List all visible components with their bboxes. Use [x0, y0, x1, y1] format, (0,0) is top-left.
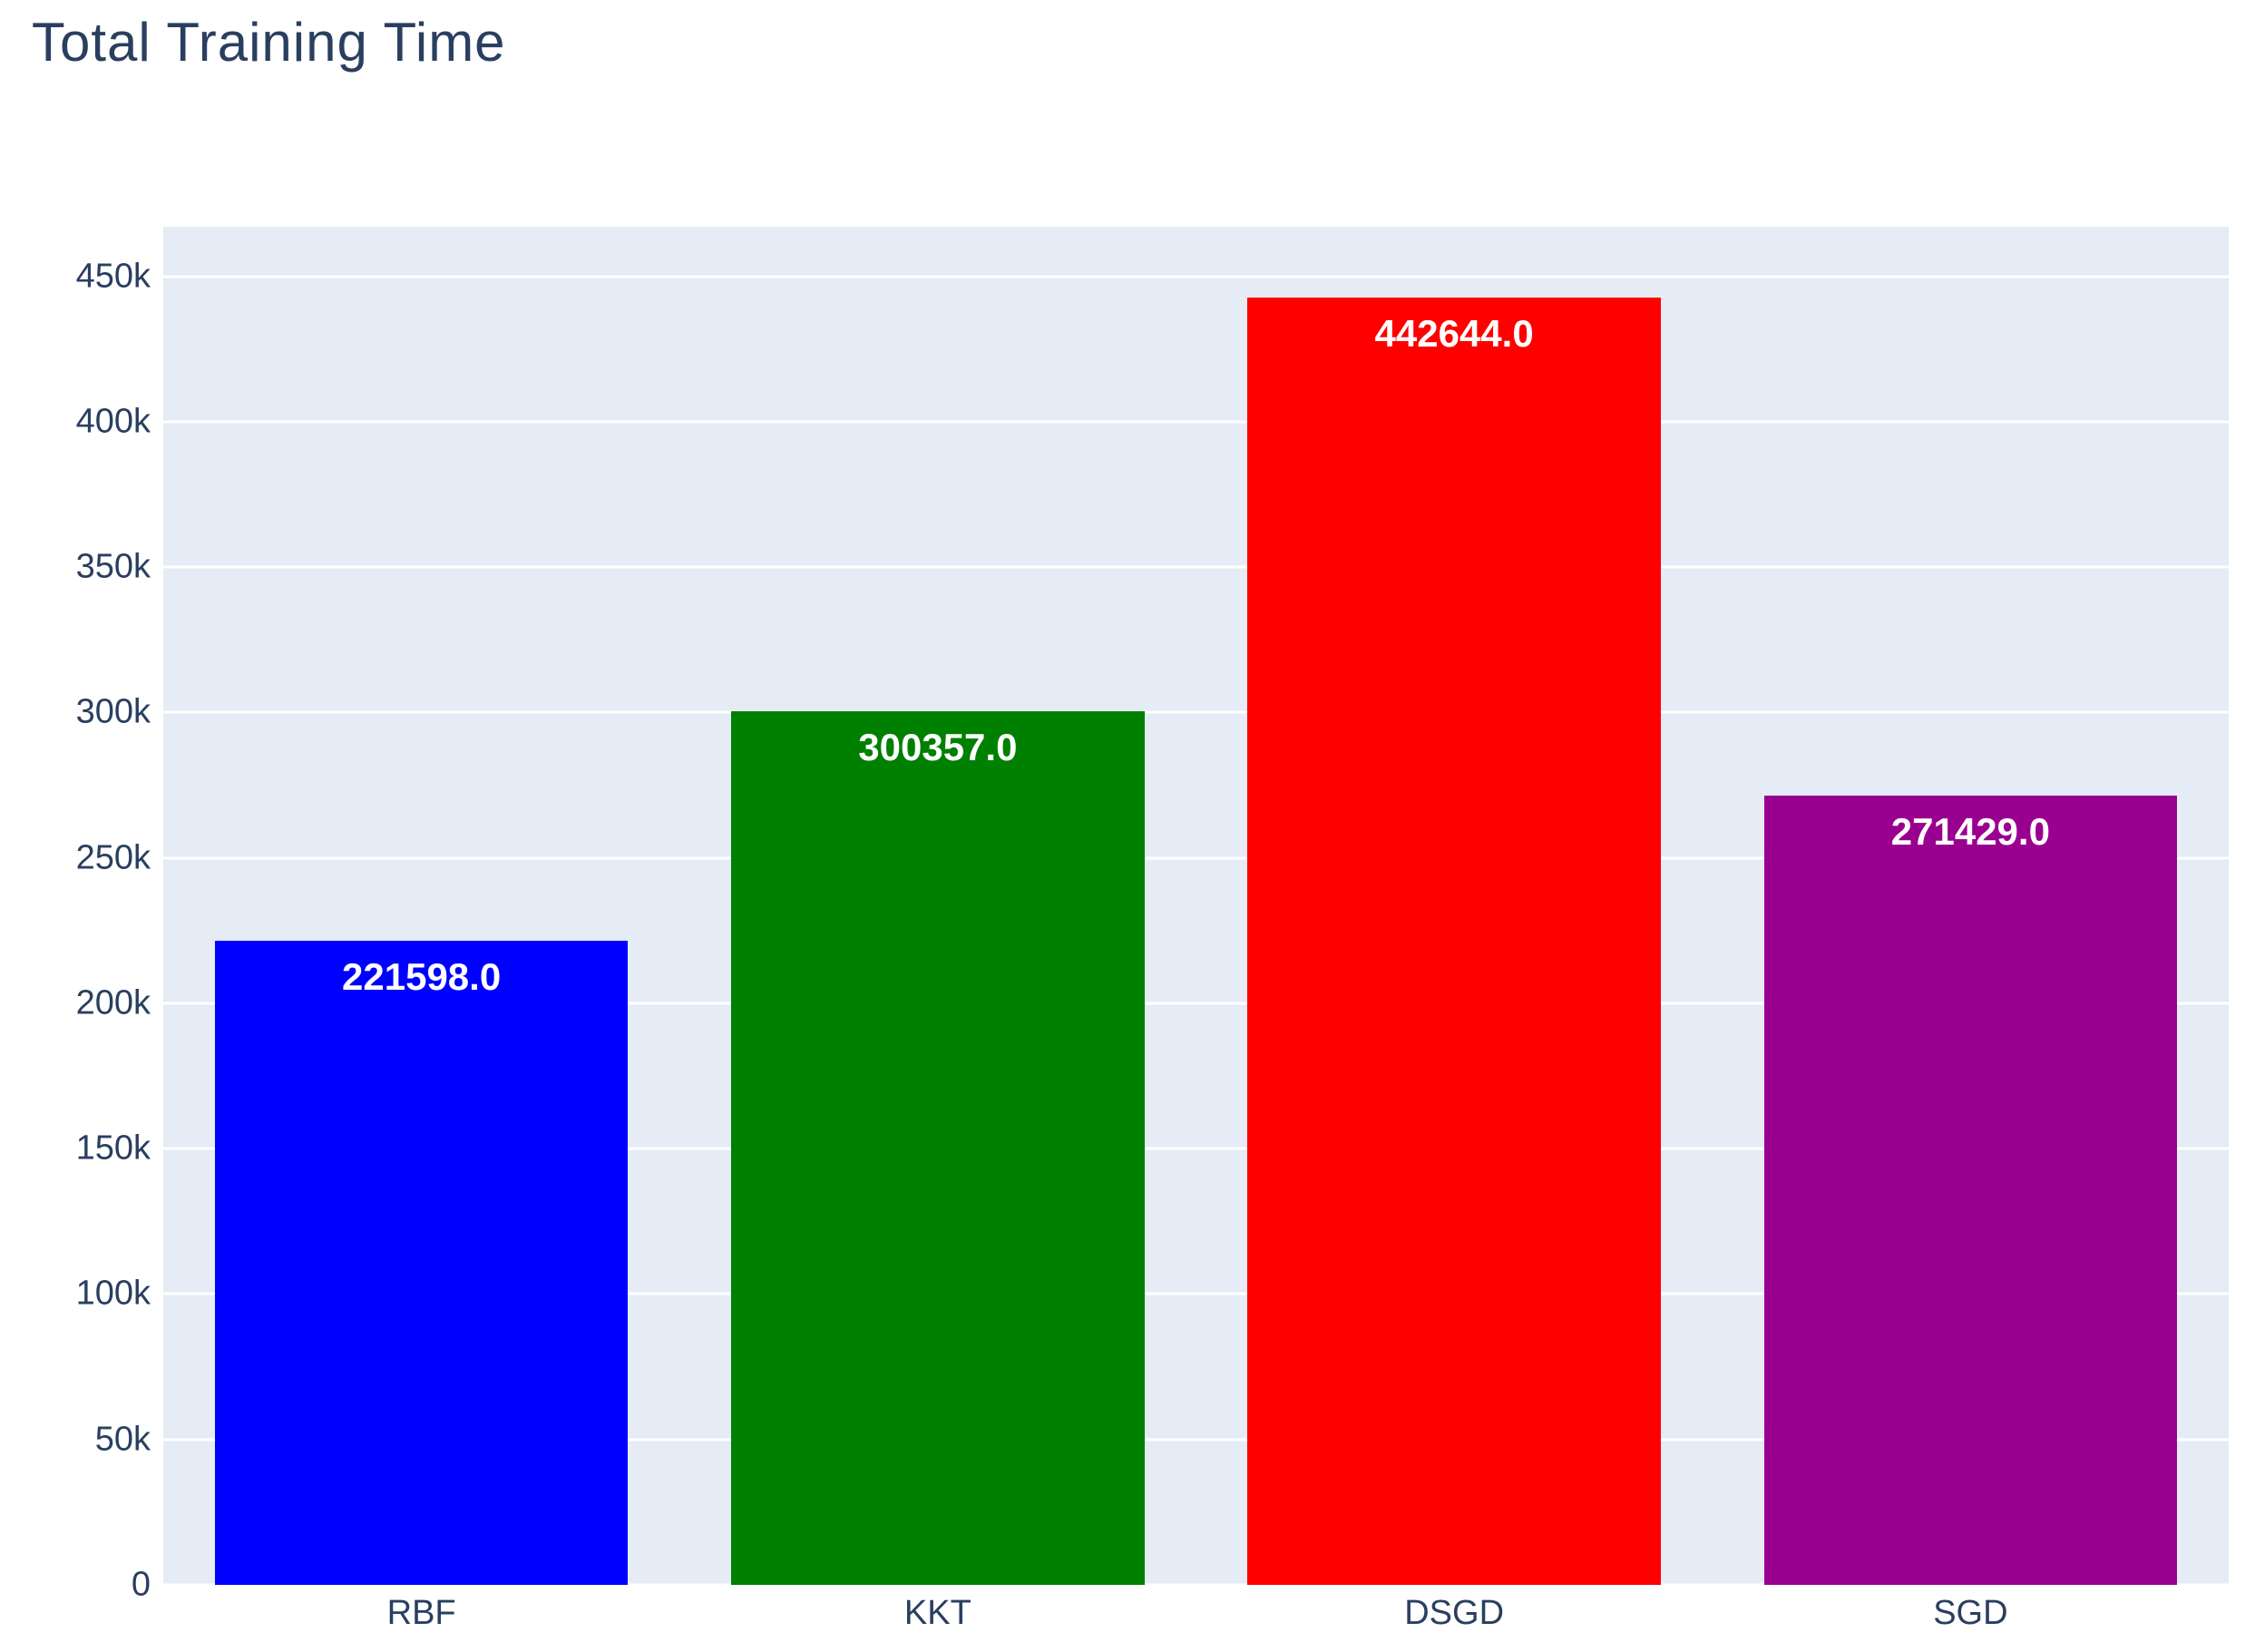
gridline: [163, 1583, 2229, 1587]
x-tick-label-kkt: KKT: [903, 1594, 971, 1632]
chart-title: Total Training Time: [32, 12, 506, 73]
y-tick-label: 0: [131, 1565, 151, 1604]
y-axis: 0 50k 100k 150k 200k 250k 300k 350k 400k 450k: [0, 227, 151, 1604]
gridline: [163, 1147, 2229, 1150]
x-axis: RBF KKT DSGD SGD: [163, 1594, 2229, 1633]
bar-value-label: 442644.0: [1374, 312, 1534, 356]
bar-kkt[interactable]: 300357.0: [731, 711, 1145, 1585]
bar-rbf[interactable]: 221598.0: [214, 940, 629, 1585]
gridline: [163, 420, 2229, 424]
gridline: [163, 1292, 2229, 1295]
gridline: [163, 710, 2229, 714]
x-tick-label-sgd: SGD: [1933, 1594, 2008, 1632]
bar-slot: 221598.0: [163, 227, 679, 1585]
bar-slot: 442644.0: [1196, 227, 1713, 1585]
bar-sgd[interactable]: 271429.0: [1763, 795, 2178, 1585]
y-tick-label: 150k: [75, 1129, 151, 1168]
gridline: [163, 275, 2229, 278]
plot-area: 221598.0 300357.0 442644.0 271429.0: [163, 227, 2229, 1587]
bar-slot: 271429.0: [1713, 227, 2229, 1585]
y-tick-label: 450k: [75, 257, 151, 295]
y-tick-label: 400k: [75, 402, 151, 441]
bar-value-label: 300357.0: [858, 726, 1018, 769]
gridline: [163, 1438, 2229, 1442]
bar-value-label: 271429.0: [1890, 809, 2050, 853]
x-tick-label-dsgd: DSGD: [1404, 1594, 1505, 1632]
y-tick-label: 250k: [75, 838, 151, 877]
bar-value-label: 221598.0: [342, 954, 502, 998]
y-tick-label: 100k: [75, 1274, 151, 1313]
gridline: [163, 1002, 2229, 1005]
y-tick-label: 350k: [75, 547, 151, 586]
y-tick-label: 50k: [94, 1420, 151, 1459]
bar-slot: 300357.0: [679, 227, 1196, 1585]
bars-row: 221598.0 300357.0 442644.0 271429.0: [163, 227, 2229, 1585]
y-tick-label: 300k: [75, 692, 151, 731]
gridline: [163, 565, 2229, 569]
gridline: [163, 856, 2229, 860]
bar-dsgd[interactable]: 442644.0: [1247, 298, 1661, 1585]
y-tick-label: 200k: [75, 983, 151, 1022]
x-tick-label-rbf: RBF: [386, 1594, 456, 1632]
